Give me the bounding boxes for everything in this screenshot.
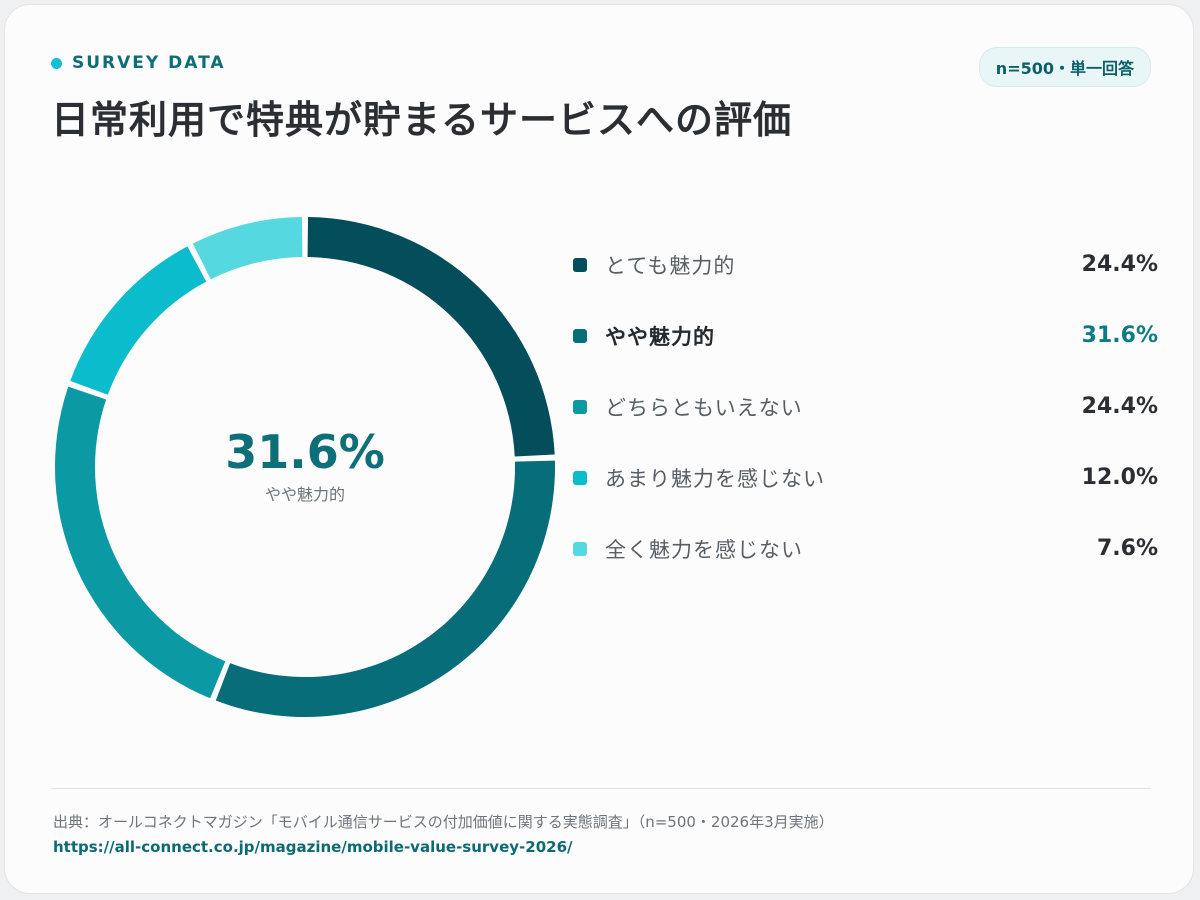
legend-item-1: とても魅力的 24.4%: [573, 229, 1158, 300]
donut-slice-3: [55, 386, 226, 699]
legend-swatch-icon: [573, 328, 587, 343]
donut-slice-1: [307, 217, 555, 457]
sample-size-badge: n=500・単一回答: [978, 47, 1151, 87]
section-eyebrow: SURVEY DATA: [51, 53, 226, 73]
legend-value: 31.6%: [1081, 323, 1158, 348]
chart-legend: とても魅力的 24.4% やや魅力的 31.6% どちらともいえない 24.4% あまり魅力…: [573, 229, 1158, 584]
donut-center-value: 31.6%: [225, 425, 385, 479]
legend-swatch-icon: [573, 541, 587, 556]
legend-item-3: どちらともいえない 24.4%: [573, 371, 1158, 442]
legend-label: やや魅力的: [605, 324, 715, 349]
legend-item-2: やや魅力的 31.6%: [573, 300, 1158, 371]
legend-item-5: 全く魅力を感じない 7.6%: [573, 513, 1158, 584]
legend-value: 24.4%: [1081, 252, 1158, 277]
survey-card: SURVEY DATA n=500・単一回答 日常利用で特典が貯まるサービスへの…: [4, 4, 1194, 894]
legend-value: 24.4%: [1081, 394, 1158, 419]
legend-label: あまり魅力を感じない: [605, 466, 825, 491]
chart-title: 日常利用で特典が貯まるサービスへの評価: [51, 98, 793, 142]
eyebrow-text: SURVEY DATA: [72, 53, 226, 73]
legend-swatch-icon: [573, 470, 587, 485]
eyebrow-dot-icon: [51, 57, 62, 69]
source-link[interactable]: https://all-connect.co.jp/magazine/mobil…: [53, 838, 573, 856]
donut-slice-4: [70, 246, 207, 395]
donut-slice-5: [192, 217, 303, 280]
legend-label: とても魅力的: [605, 253, 736, 278]
legend-swatch-icon: [573, 257, 587, 272]
donut-chart: [55, 217, 556, 718]
legend-label: どちらともいえない: [605, 395, 803, 420]
source-citation: 出典：オールコネクトマガジン「モバイル通信サービスの付加価値に関する実態調査」（…: [53, 813, 834, 831]
donut-slice-2: [215, 460, 556, 718]
legend-value: 12.0%: [1081, 465, 1158, 490]
footer-divider: [51, 788, 1151, 789]
legend-swatch-icon: [573, 399, 587, 414]
legend-item-4: あまり魅力を感じない 12.0%: [573, 442, 1158, 513]
legend-value: 7.6%: [1096, 536, 1158, 561]
legend-label: 全く魅力を感じない: [605, 537, 803, 562]
donut-center-label: やや魅力的: [264, 485, 345, 504]
